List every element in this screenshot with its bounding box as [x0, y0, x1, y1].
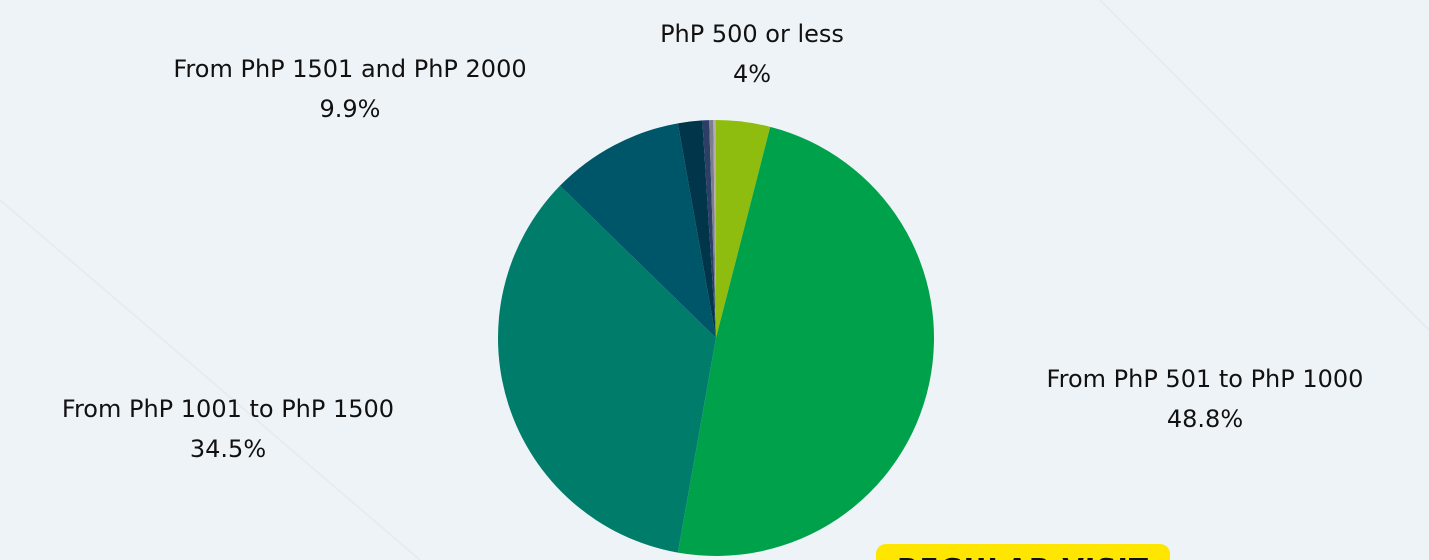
slice-value: 34.5%: [190, 435, 266, 463]
pie-slice: [702, 120, 716, 338]
slice-value: 9.9%: [320, 95, 381, 123]
decor-line: [1099, 0, 1429, 331]
decor-line: [0, 199, 421, 560]
slice-label: From PhP 501 to PhP 1000: [1047, 365, 1364, 393]
pie-slice: [677, 120, 716, 338]
slice-label: From PhP 1001 to PhP 1500: [62, 395, 394, 423]
pie-slice: [709, 120, 716, 338]
slice-value: 48.8%: [1167, 405, 1243, 433]
annotation-box: [876, 544, 1170, 560]
pie-slice: [677, 126, 934, 556]
pie-slice: [716, 120, 771, 338]
slice-label: From PhP 1501 and PhP 2000: [173, 55, 526, 83]
pie-slice: [559, 123, 716, 338]
slice-value: 4%: [733, 60, 771, 88]
pie-slice: [713, 120, 716, 338]
slice-label: PhP 500 or less: [660, 20, 844, 48]
pie-slice: [498, 185, 716, 553]
annotation: REGULAR VISIT: [897, 552, 1149, 560]
